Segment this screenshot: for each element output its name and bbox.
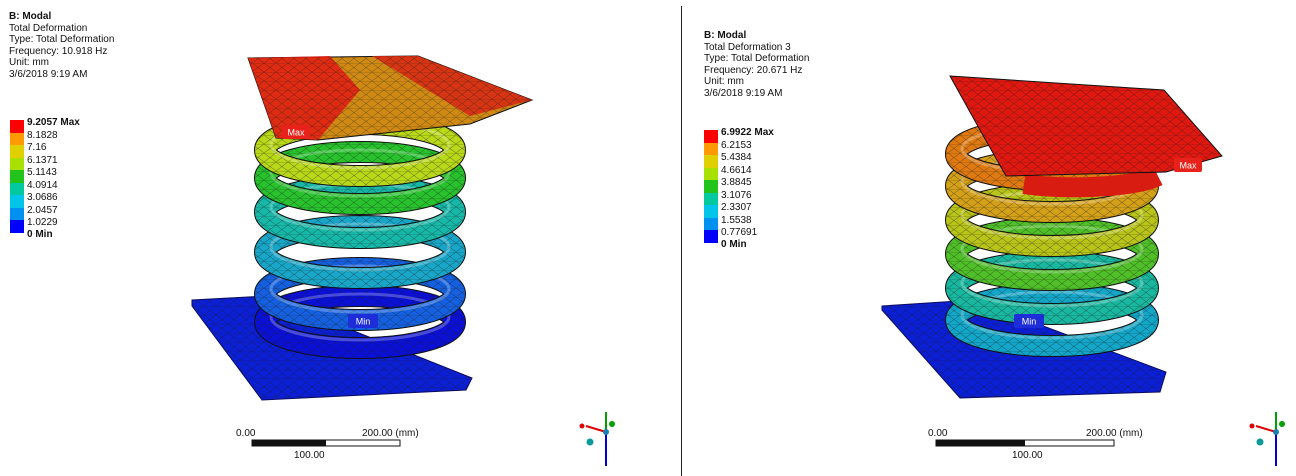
legend-label: 3.0686 xyxy=(27,192,58,203)
legend-swatch xyxy=(10,207,24,220)
result-frequency: Frequency: 20.671 Hz xyxy=(704,64,803,76)
legend-max-label: 6.9922 Max xyxy=(721,127,774,138)
triad-x-axis xyxy=(585,425,607,433)
legend-label: 3.1076 xyxy=(721,189,752,201)
legend-swatch xyxy=(10,157,24,170)
legend-label: 2.0457 xyxy=(27,204,58,216)
legend-swatch xyxy=(10,132,24,145)
svg-text:Min: Min xyxy=(1022,317,1037,327)
svg-text:Max: Max xyxy=(1179,161,1197,171)
result-type: Type: Total Deformation xyxy=(9,34,115,45)
legend-swatch xyxy=(704,180,718,193)
scale-end: 200.00 (mm) xyxy=(362,428,419,439)
min-probe-tag xyxy=(1014,314,1044,328)
legend-label: 6.2153 xyxy=(721,139,752,151)
analysis-title: B: Modal xyxy=(704,30,747,41)
legend-label: 5.4384 xyxy=(721,152,752,163)
scale-mid: 100.00 xyxy=(1012,450,1043,461)
result-info: B: Modal Total Deformation 3 Type: Total… xyxy=(704,30,809,99)
result-timestamp: 3/6/2018 9:19 AM xyxy=(9,68,88,80)
modal-panel-right: B: Modal Total Deformation 3 Type: Total… xyxy=(684,0,1296,476)
legend-label: 4.6614 xyxy=(721,164,752,176)
analysis-title: B: Modal xyxy=(9,11,52,22)
result-info: B: Modal Total Deformation Type: Total D… xyxy=(9,11,114,80)
legend-label: 5.1143 xyxy=(27,167,57,178)
legend-swatch xyxy=(10,195,24,208)
modal-panel-left: B: Modal Total Deformation Type: Total D… xyxy=(0,0,680,476)
legend-min-label: 0 Min xyxy=(721,239,747,250)
legend-swatch xyxy=(704,167,718,180)
result-unit: Unit: mm xyxy=(704,76,744,87)
triad-x-axis xyxy=(1255,425,1277,433)
legend-swatch xyxy=(704,205,718,218)
result-unit: Unit: mm xyxy=(9,57,49,68)
scale-bar: 0.00 200.00 (mm) 100.00 xyxy=(236,428,419,468)
legend-label: 7.16 xyxy=(27,142,47,153)
result-frequency: Frequency: 10.918 Hz xyxy=(9,45,108,57)
scale-end: 200.00 (mm) xyxy=(1086,428,1143,439)
legend-max-label: 9.2057 Max xyxy=(27,117,80,128)
legend-swatch xyxy=(704,142,718,155)
legend-label: 4.0914 xyxy=(27,179,58,191)
max-probe-tag xyxy=(1174,158,1202,172)
legend-swatch xyxy=(704,155,718,168)
scale-start: 0.00 xyxy=(928,428,948,439)
svg-text:Max: Max xyxy=(287,128,305,138)
model-viewport[interactable]: Max Min xyxy=(0,0,680,476)
scale-bar-fill xyxy=(936,440,1025,446)
legend-swatch xyxy=(704,217,718,230)
panel-divider xyxy=(681,6,682,476)
legend-label: 1.5538 xyxy=(721,214,752,226)
scale-bar-fill xyxy=(252,440,326,446)
result-name: Total Deformation 3 xyxy=(704,41,791,53)
model-viewport[interactable]: Max Min xyxy=(684,0,1296,476)
scale-mid: 100.00 xyxy=(294,450,325,461)
spring-model: Max Min xyxy=(191,55,615,466)
legend-swatch xyxy=(10,182,24,195)
max-probe-tag xyxy=(282,125,310,139)
min-probe-tag xyxy=(348,314,378,328)
legend-label: 1.0229 xyxy=(27,217,58,228)
legend-swatch xyxy=(704,192,718,205)
legend-label: 2.3307 xyxy=(721,202,752,213)
legend-label: 0.77691 xyxy=(721,227,758,238)
result-type: Type: Total Deformation xyxy=(704,53,810,64)
legend-label: 6.1371 xyxy=(27,154,58,166)
legend-label: 3.8845 xyxy=(721,177,752,188)
legend-swatch xyxy=(10,170,24,183)
result-name: Total Deformation xyxy=(9,22,88,34)
svg-text:Min: Min xyxy=(356,317,371,327)
legend-swatch xyxy=(10,145,24,158)
legend-min-label: 0 Min xyxy=(27,229,53,240)
spring-model: Max Min xyxy=(881,75,1285,466)
legend-swatch xyxy=(10,120,24,133)
legend-swatch xyxy=(704,130,718,143)
result-timestamp: 3/6/2018 9:19 AM xyxy=(704,87,783,99)
legend-label: 8.1828 xyxy=(27,129,58,141)
legend-swatch xyxy=(704,230,718,243)
legend-swatch xyxy=(10,220,24,233)
scale-start: 0.00 xyxy=(236,428,256,439)
scale-bar: 0.00 200.00 (mm) 100.00 xyxy=(928,428,1143,468)
